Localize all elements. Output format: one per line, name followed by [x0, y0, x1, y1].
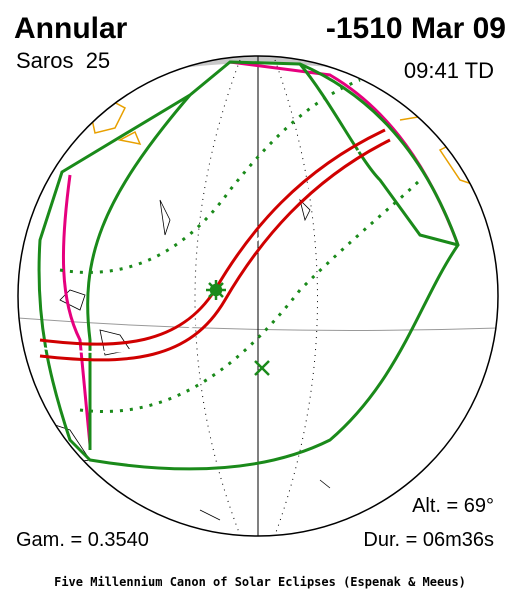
sub-solar-marker: [254, 360, 270, 376]
footer: Five Millennium Canon of Solar Eclipses …: [54, 575, 466, 589]
time: 09:41 TD: [404, 58, 494, 83]
greatest-eclipse-marker: [206, 280, 226, 300]
eclipse-type: Annular: [14, 12, 128, 45]
saros: Saros 25: [16, 48, 110, 73]
eclipse-date: -1510 Mar 09: [326, 12, 506, 45]
globe: [18, 56, 498, 536]
duration: Dur. = 06m36s: [363, 529, 494, 551]
altitude: Alt. = 69°: [412, 495, 494, 517]
globe-outline: [17, 55, 499, 537]
gamma: Gam. = 0.3540: [16, 529, 149, 551]
